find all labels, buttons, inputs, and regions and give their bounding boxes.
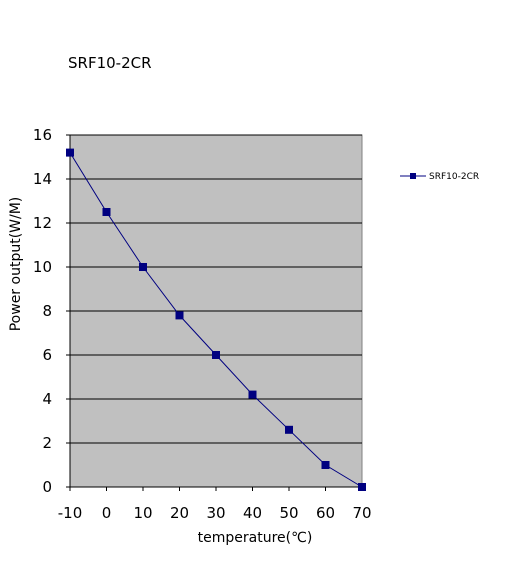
y-tick-label: 4	[42, 390, 52, 408]
x-tick-labels: -10 0 10 20 30 40 50 60 70	[58, 487, 372, 522]
data-point	[248, 390, 257, 399]
y-tick-label: 8	[42, 302, 52, 320]
y-tick-label: 6	[42, 346, 52, 364]
data-point	[285, 425, 293, 434]
x-tick-label: 30	[206, 504, 225, 522]
y-tick-label: 14	[33, 170, 52, 188]
chart-title: SRF10-2CR	[68, 54, 152, 72]
y-axis-label: Power output(W/M)	[8, 197, 24, 332]
data-point	[66, 148, 74, 157]
x-tick-label: 50	[279, 504, 298, 522]
series-group	[66, 148, 366, 491]
data-point	[139, 263, 147, 271]
x-tick-label: 10	[133, 504, 152, 522]
x-tick-label: -10	[58, 504, 83, 522]
y-tick-label: 0	[42, 478, 52, 496]
data-point	[321, 461, 330, 469]
legend-marker	[410, 173, 416, 179]
x-tick-label: 60	[316, 504, 335, 522]
data-point	[358, 483, 366, 491]
legend-label: SRF10-2CR	[429, 172, 479, 182]
data-point	[102, 208, 111, 216]
y-tick-label: 2	[42, 434, 52, 452]
data-point	[175, 311, 184, 320]
x-tick-label: 70	[352, 504, 371, 522]
y-tick-labels: 0 2 4 6 8 10 12 14 16	[33, 126, 70, 496]
y-tick-label: 16	[33, 126, 52, 144]
x-tick-label: 0	[102, 504, 112, 522]
x-tick-label: 20	[170, 504, 189, 522]
legend: SRF10-2CR	[400, 172, 479, 182]
y-tick-label: 12	[33, 214, 52, 232]
y-tick-label: 10	[33, 258, 52, 276]
x-tick-label: 40	[243, 504, 262, 522]
x-axis-label: temperature(℃)	[198, 530, 313, 546]
data-point	[212, 351, 220, 359]
